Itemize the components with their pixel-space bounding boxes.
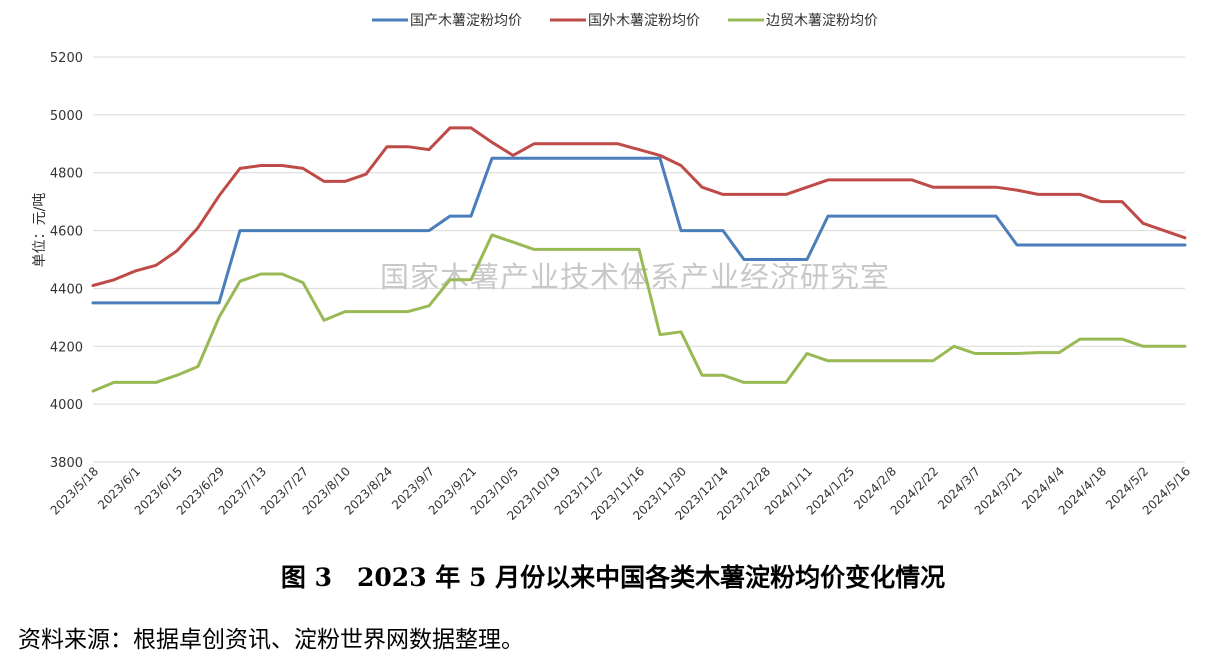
y-axis-label: 单位：元/吨 [32, 193, 48, 268]
legend-label: 边贸木薯淀粉均价 [766, 13, 878, 29]
chart-gridlines [93, 56, 1185, 463]
y-tick-label: 4200 [50, 340, 83, 355]
source-note: 资料来源：根据卓创资讯、淀粉世界网数据整理。 [18, 627, 524, 653]
y-tick-label: 3800 [50, 456, 83, 471]
y-tick-label: 5000 [50, 109, 83, 124]
figure-caption: 图 3 2023 年 5 月份以来中国各类木薯淀粉均价变化情况 [280, 563, 946, 592]
legend-label: 国产木薯淀粉均价 [410, 13, 522, 29]
y-axis-ticks: 3800 4000 4200 4400 4600 4800 5000 5200 [50, 51, 83, 471]
series-line-3 [91, 233, 1187, 393]
watermark: 国家木薯产业技术体系产业经济研究室 [380, 260, 890, 294]
series-line-1 [91, 156, 1187, 305]
line-chart: 国产木薯淀粉均价 国外木薯淀粉均价 边贸木薯淀粉均价 国家木薯产业技术体系产业经济研… [32, 13, 1193, 523]
series-lines [91, 126, 1187, 393]
y-tick-label: 4600 [50, 225, 83, 240]
y-tick-label: 4000 [50, 398, 83, 413]
series-line-2 [91, 126, 1187, 287]
y-tick-label: 4800 [50, 167, 83, 182]
y-tick-label: 4400 [50, 282, 83, 297]
chart-legend: 国产木薯淀粉均价 国外木薯淀粉均价 边贸木薯淀粉均价 [372, 13, 878, 29]
x-axis-ticks: 2023/5/182023/6/12023/6/152023/6/292023/… [48, 464, 1193, 523]
y-tick-label: 5200 [50, 51, 83, 66]
x-tick-label: 2023/5/18 [48, 464, 101, 517]
legend-label: 国外木薯淀粉均价 [588, 13, 700, 29]
